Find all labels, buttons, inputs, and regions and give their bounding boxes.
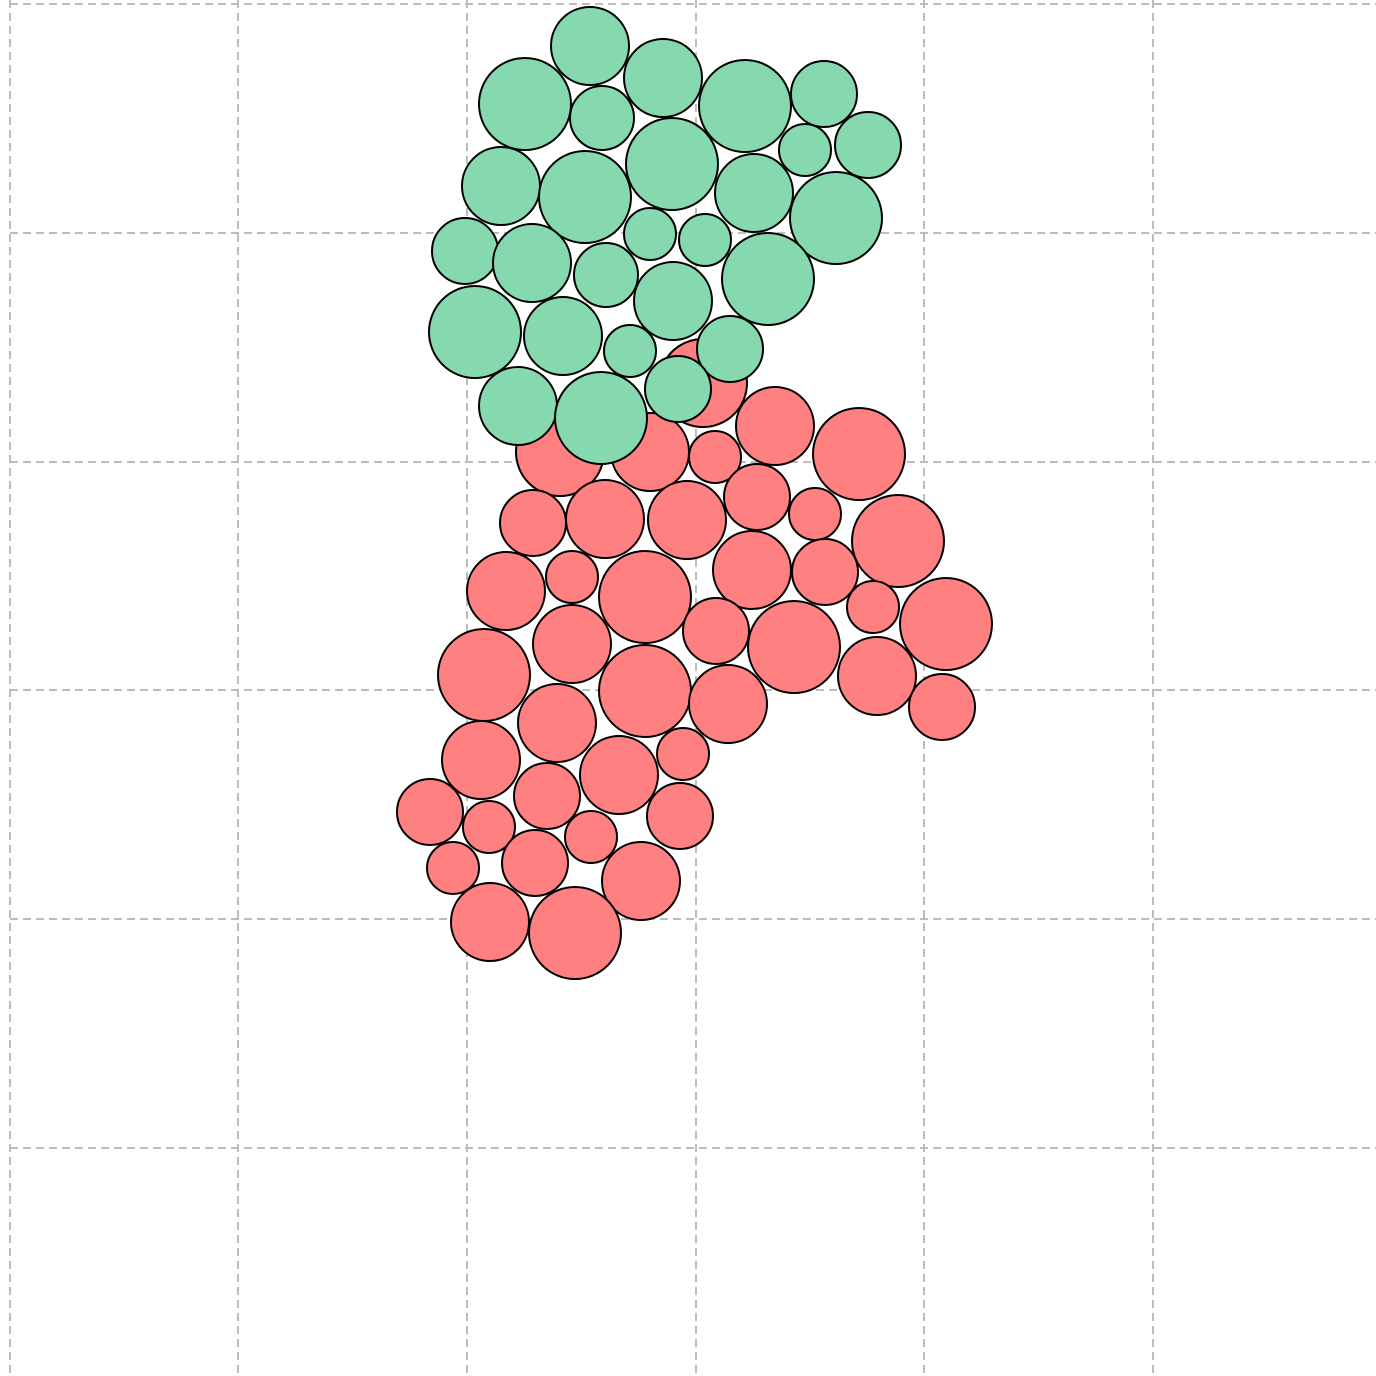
red-ball bbox=[735, 386, 815, 466]
red-ball bbox=[396, 778, 464, 846]
red-ball bbox=[532, 604, 612, 684]
green-ball bbox=[478, 57, 572, 151]
red-ball bbox=[682, 597, 750, 665]
red-ball bbox=[899, 577, 993, 671]
red-ball bbox=[646, 782, 714, 850]
green-ball bbox=[698, 59, 792, 153]
red-ball bbox=[788, 487, 842, 541]
red-ball bbox=[747, 600, 841, 694]
red-ball bbox=[564, 810, 618, 864]
green-ball bbox=[623, 38, 703, 118]
red-ball bbox=[656, 727, 710, 781]
red-ball bbox=[688, 430, 742, 484]
green-ball bbox=[834, 111, 902, 179]
red-ball bbox=[441, 720, 521, 800]
red-ball bbox=[846, 580, 900, 634]
green-ball bbox=[538, 150, 632, 244]
green-ball bbox=[714, 153, 794, 233]
green-ball bbox=[478, 366, 558, 446]
red-ball bbox=[437, 628, 531, 722]
red-ball bbox=[908, 673, 976, 741]
green-ball bbox=[633, 261, 713, 341]
red-ball bbox=[499, 489, 567, 557]
green-ball bbox=[623, 207, 677, 261]
red-ball bbox=[723, 463, 791, 531]
red-ball bbox=[598, 644, 692, 738]
green-ball bbox=[603, 324, 657, 378]
green-ball bbox=[554, 371, 648, 465]
green-ball bbox=[790, 60, 858, 128]
green-ball bbox=[550, 6, 630, 86]
red-ball bbox=[501, 829, 569, 897]
red-ball bbox=[466, 551, 546, 631]
green-ball bbox=[461, 146, 541, 226]
green-ball bbox=[644, 355, 712, 423]
red-ball bbox=[517, 683, 597, 763]
red-ball bbox=[462, 800, 516, 854]
red-ball bbox=[450, 882, 530, 962]
red-ball bbox=[513, 762, 581, 830]
red-ball bbox=[426, 841, 480, 895]
green-ball bbox=[721, 232, 815, 326]
red-ball bbox=[791, 538, 859, 606]
red-ball bbox=[545, 550, 599, 604]
red-ball bbox=[565, 479, 645, 559]
red-ball bbox=[579, 735, 659, 815]
green-ball bbox=[428, 285, 522, 379]
red-ball bbox=[812, 407, 906, 501]
green-ball bbox=[625, 117, 719, 211]
red-ball bbox=[712, 530, 792, 610]
red-ball bbox=[647, 480, 727, 560]
green-ball bbox=[678, 213, 732, 267]
green-ball bbox=[569, 85, 635, 151]
red-ball bbox=[688, 664, 768, 744]
green-ball bbox=[789, 171, 883, 265]
green-ball bbox=[492, 223, 572, 303]
green-ball bbox=[523, 296, 603, 376]
red-ball bbox=[601, 841, 681, 921]
green-ball bbox=[778, 123, 832, 177]
red-ball bbox=[851, 494, 945, 588]
red-ball bbox=[528, 886, 622, 980]
red-ball bbox=[598, 550, 692, 644]
green-ball bbox=[696, 315, 764, 383]
green-ball bbox=[573, 242, 639, 308]
green-ball bbox=[431, 217, 499, 285]
red-ball bbox=[837, 636, 917, 716]
